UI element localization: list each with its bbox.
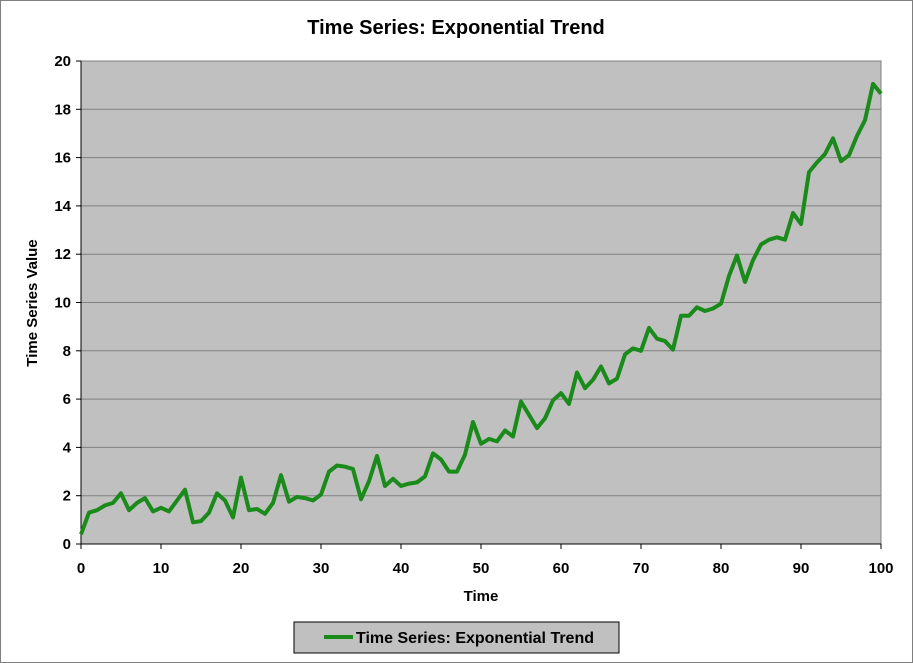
y-tick-label-0: 0 xyxy=(63,536,71,553)
y-tick-label-8: 8 xyxy=(63,343,71,360)
y-tick-label-16: 16 xyxy=(54,150,71,167)
x-axis-ticks: 0 10 20 30 40 50 60 70 80 90 100 xyxy=(77,544,894,577)
y-axis-ticks: 0 2 4 6 8 10 12 14 16 18 20 xyxy=(54,53,81,553)
x-tick-label-60: 60 xyxy=(553,560,570,577)
y-tick-label-10: 10 xyxy=(54,295,71,312)
legend: Time Series: Exponential Trend xyxy=(293,621,620,654)
x-tick-label-70: 70 xyxy=(633,560,650,577)
y-tick-label-18: 18 xyxy=(54,101,71,118)
x-tick-label-10: 10 xyxy=(153,560,170,577)
x-tick-label-100: 100 xyxy=(868,560,893,577)
y-tick-label-20: 20 xyxy=(54,53,71,70)
series-line-0 xyxy=(79,81,883,535)
x-axis-label: Time xyxy=(464,588,499,605)
x-tick-label-30: 30 xyxy=(313,560,330,577)
x-tick-label-80: 80 xyxy=(713,560,730,577)
x-tick-label-50: 50 xyxy=(473,560,490,577)
y-tick-label-6: 6 xyxy=(63,391,71,408)
y-tick-label-14: 14 xyxy=(54,198,71,215)
y-tick-label-4: 4 xyxy=(63,439,72,456)
y-axis-label: Time Series Value xyxy=(24,239,41,366)
y-tick-label-12: 12 xyxy=(54,246,71,263)
x-tick-label-40: 40 xyxy=(393,560,410,577)
legend-entry: Time Series: Exponential Trend xyxy=(356,630,594,647)
chart-title: Time Series: Exponential Trend xyxy=(307,17,605,39)
y-tick-label-2: 2 xyxy=(63,488,71,505)
x-tick-label-20: 20 xyxy=(233,560,250,577)
series-layer xyxy=(79,81,883,535)
x-tick-label-90: 90 xyxy=(793,560,810,577)
x-tick-label-0: 0 xyxy=(77,560,85,577)
